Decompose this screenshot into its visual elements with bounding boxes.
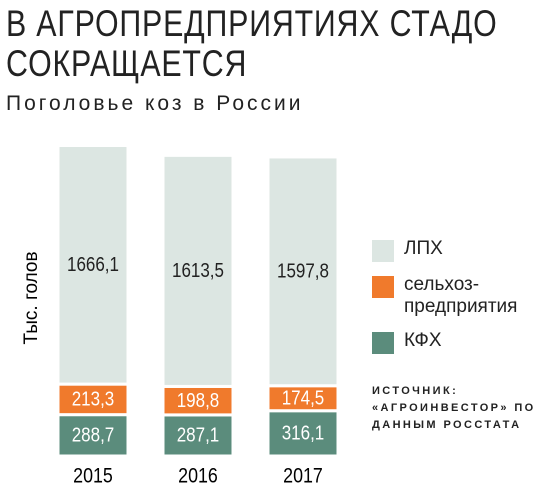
legend-item: ЛПХ: [372, 238, 542, 262]
value-label: 287,1: [177, 423, 220, 446]
x-tick-label: 2015: [73, 464, 113, 488]
legend-label: КФХ: [404, 330, 442, 351]
value-label: 213,3: [72, 387, 115, 410]
bar-segment: [56, 413, 130, 458]
legend-label: ЛПХ: [404, 238, 443, 259]
bar-segment: [266, 155, 340, 388]
bar-segment: [56, 144, 130, 386]
y-axis-label: Тыс. голов: [21, 251, 42, 344]
legend-swatch: [372, 276, 394, 298]
bar-segment: [161, 153, 235, 388]
bar-segment: [266, 384, 340, 413]
value-label: 198,8: [177, 389, 220, 412]
value-label: 1666,1: [67, 253, 119, 276]
bar-segment: [56, 382, 130, 417]
value-label: 1597,8: [277, 259, 329, 282]
bar-segment: [266, 409, 340, 458]
source-note: ИСТОЧНИК: «АГРОИНВЕСТОР» ПО ДАННЫМ РОССТ…: [372, 385, 536, 431]
value-label: 316,1: [282, 421, 325, 444]
x-tick-label: 2017: [283, 464, 323, 488]
legend-item: КФХ: [372, 330, 542, 354]
legend-swatch: [372, 332, 394, 354]
chart-subtitle: Поголовье коз в России: [6, 92, 304, 115]
legend-label: сельхоз-предприятия: [404, 274, 518, 317]
legend: ЛПХ сельхоз-предприятия КФХ: [372, 238, 542, 366]
value-label: 174,5: [282, 386, 325, 409]
bar-segment: [161, 413, 235, 458]
x-tick-label: 2016: [178, 464, 218, 488]
value-label: 1613,5: [172, 259, 224, 282]
legend-item: сельхоз-предприятия: [372, 274, 542, 318]
chart-title: В АГРОПРЕДПРИЯТИЯХ СТАДО СОКРАЩАЕТСЯ: [6, 3, 498, 84]
value-label: 288,7: [72, 423, 115, 446]
legend-swatch: [372, 240, 394, 262]
